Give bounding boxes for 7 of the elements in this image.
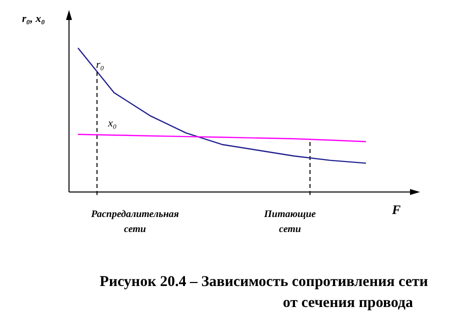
series-label: x₀ (107, 117, 117, 130)
text: Питающие сети (263, 209, 316, 235)
text: Распредалительная сети (91, 209, 179, 235)
series-label: r₀ (96, 59, 104, 71)
text: Рисунок 20.4 – Зависимость сопротивления сети от сечения провода (100, 274, 428, 311)
x-axis-title: F (391, 202, 401, 217)
y-axis-title: r₀, x₀ (22, 13, 46, 25)
